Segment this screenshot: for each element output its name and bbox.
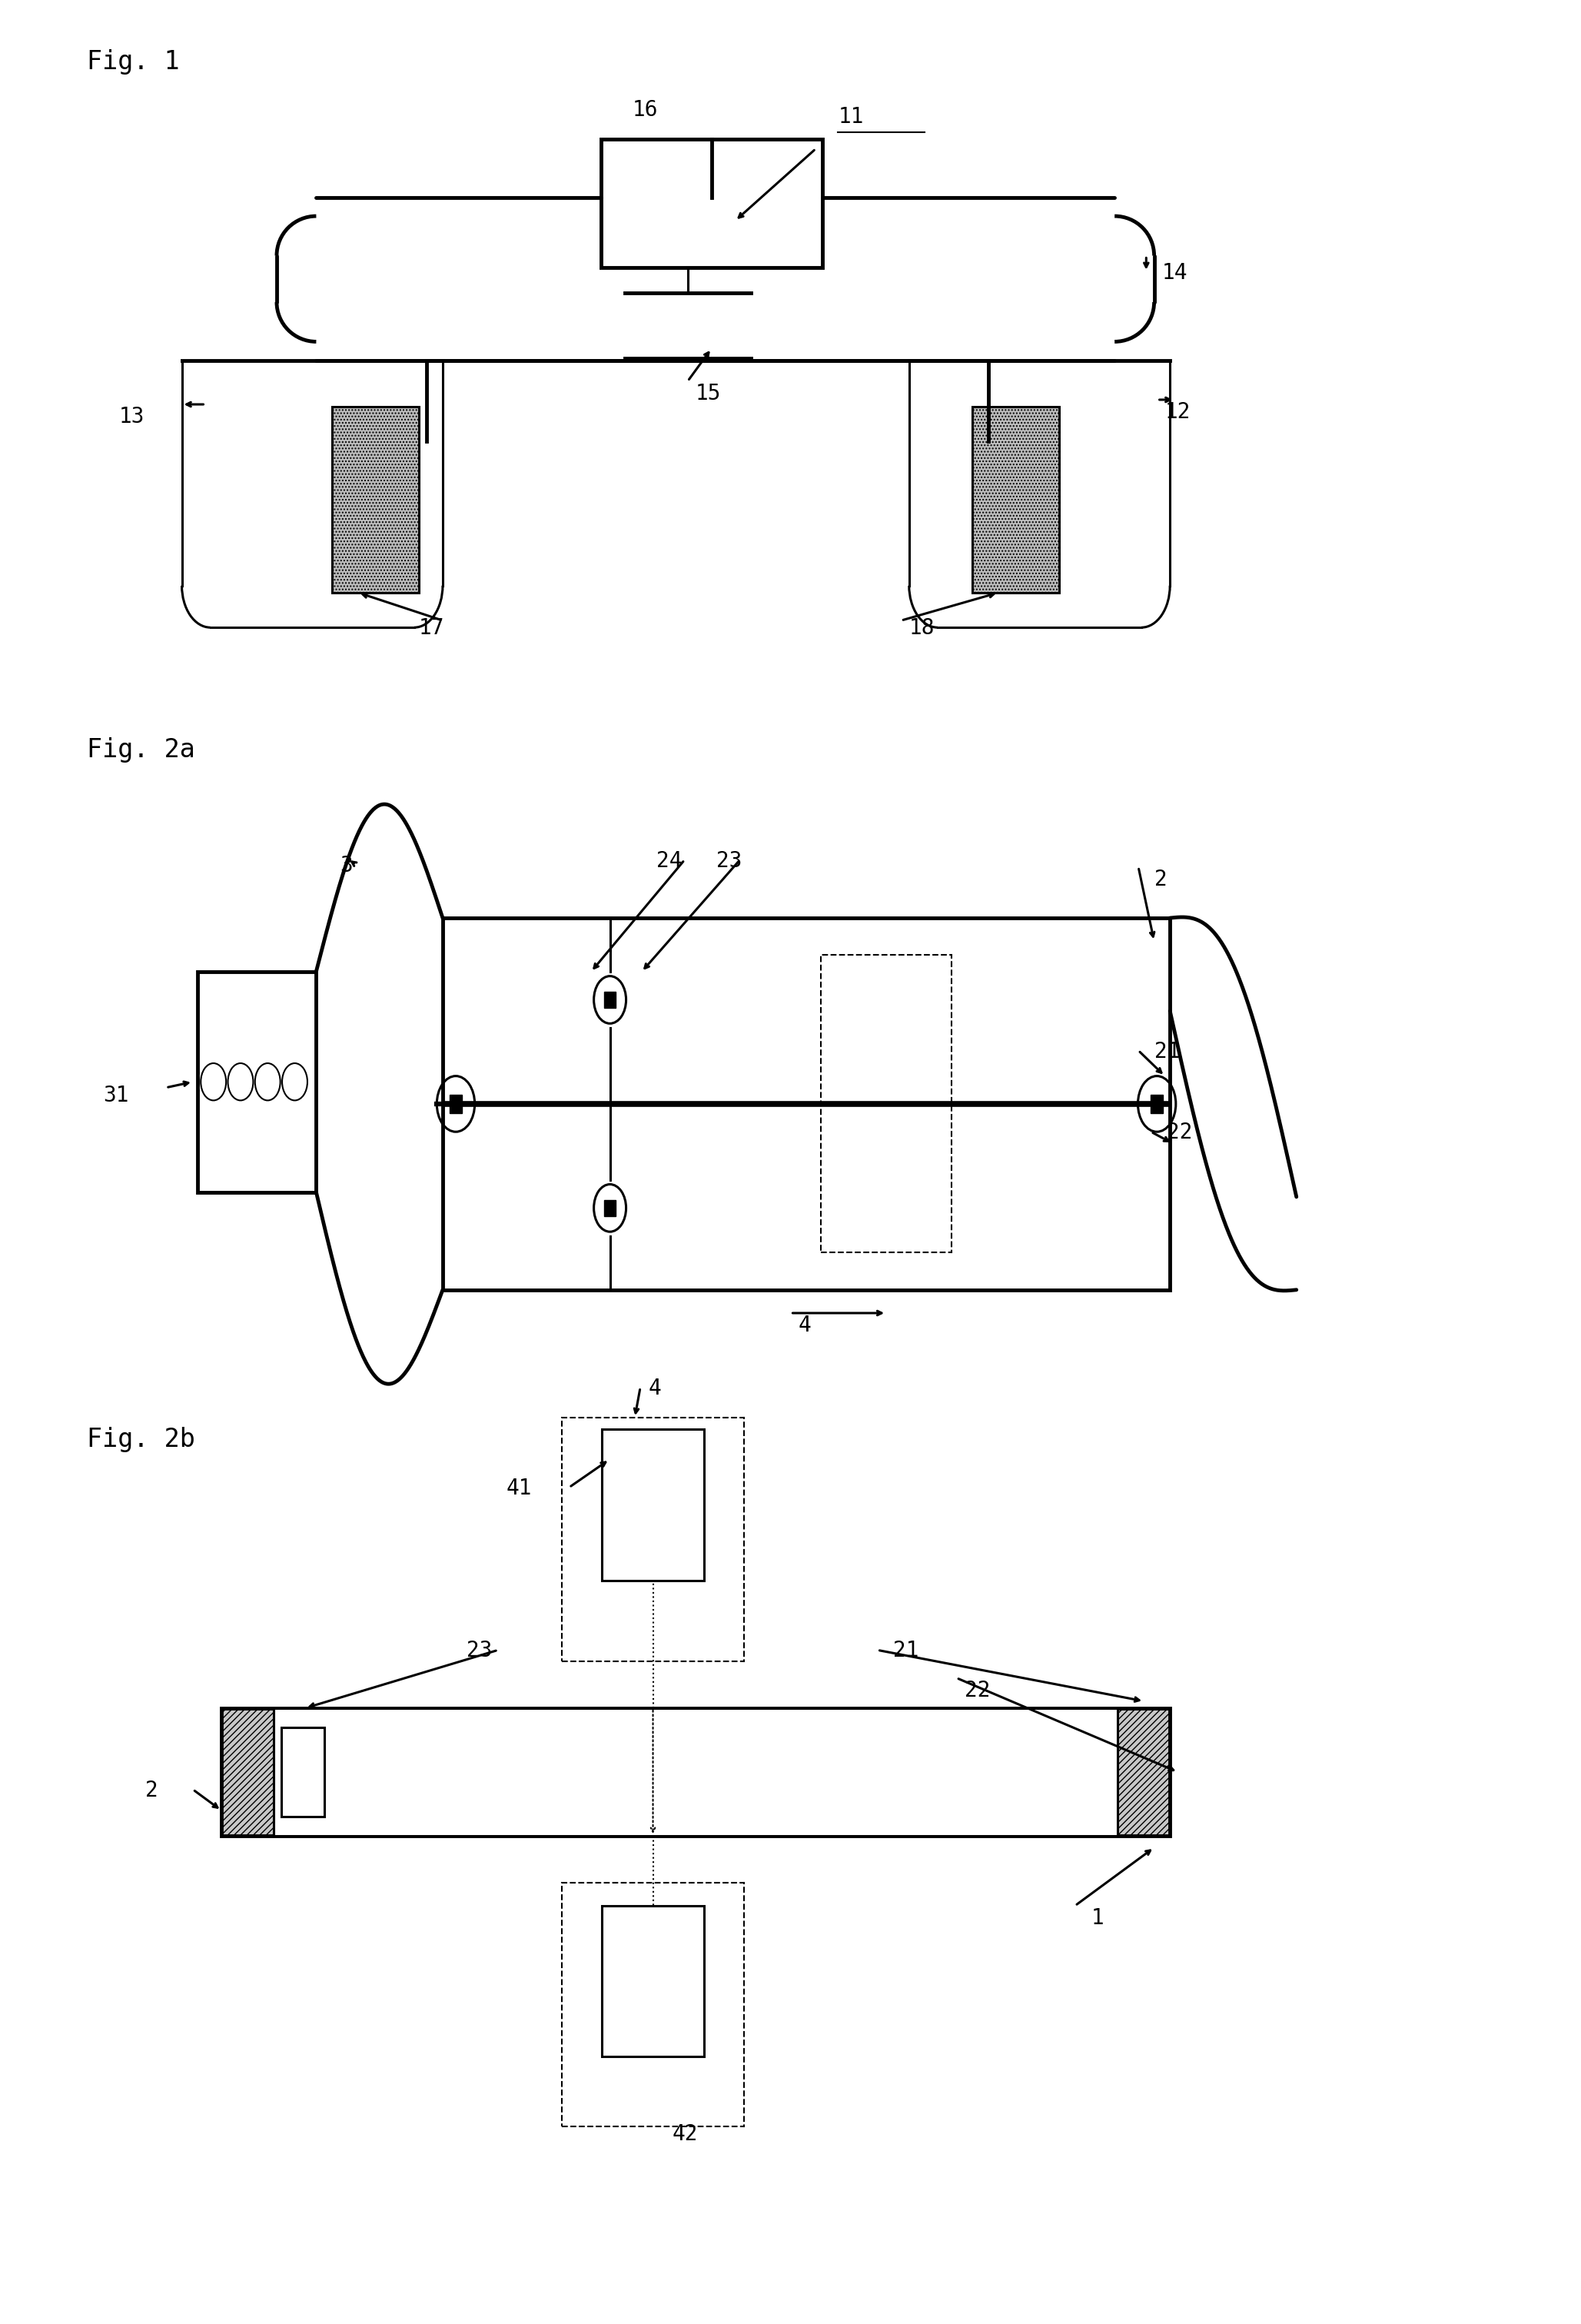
- Text: Fig. 1: Fig. 1: [87, 49, 180, 74]
- Text: 41: 41: [506, 1478, 531, 1499]
- Text: 23: 23: [466, 1641, 492, 1662]
- Text: 42: 42: [672, 2124, 697, 2145]
- Text: 15: 15: [696, 383, 721, 404]
- Text: 22: 22: [1167, 1122, 1192, 1143]
- Text: 13: 13: [119, 407, 144, 428]
- FancyBboxPatch shape: [604, 1199, 615, 1215]
- Text: 16: 16: [632, 100, 658, 121]
- FancyBboxPatch shape: [1151, 1095, 1164, 1113]
- Text: 4: 4: [798, 1315, 811, 1336]
- FancyBboxPatch shape: [198, 971, 316, 1192]
- Text: 14: 14: [1162, 263, 1187, 284]
- Text: 23: 23: [716, 851, 741, 872]
- Text: 21: 21: [893, 1641, 919, 1662]
- Text: 3: 3: [340, 855, 353, 876]
- FancyBboxPatch shape: [274, 1708, 1118, 1836]
- Text: 18: 18: [909, 618, 934, 639]
- Text: 1: 1: [1091, 1908, 1104, 1929]
- Text: Fig. 2a: Fig. 2a: [87, 737, 194, 762]
- FancyBboxPatch shape: [281, 1727, 324, 1817]
- Text: 4: 4: [648, 1378, 661, 1399]
- Text: 12: 12: [1165, 402, 1190, 423]
- Text: 24: 24: [656, 851, 681, 872]
- FancyBboxPatch shape: [443, 918, 1170, 1290]
- Text: 17: 17: [419, 618, 444, 639]
- FancyBboxPatch shape: [221, 1708, 1170, 1836]
- Text: 2: 2: [1154, 869, 1167, 890]
- Text: 11: 11: [838, 107, 863, 128]
- FancyBboxPatch shape: [972, 407, 1059, 593]
- Text: 31: 31: [103, 1085, 128, 1106]
- FancyBboxPatch shape: [601, 1429, 705, 1580]
- Text: Fig. 2b: Fig. 2b: [87, 1427, 194, 1452]
- FancyBboxPatch shape: [449, 1095, 462, 1113]
- FancyBboxPatch shape: [332, 407, 419, 593]
- Text: 22: 22: [964, 1680, 990, 1701]
- FancyBboxPatch shape: [604, 992, 615, 1009]
- Text: 21: 21: [1154, 1041, 1179, 1062]
- FancyBboxPatch shape: [601, 139, 822, 267]
- Text: 2: 2: [145, 1780, 158, 1801]
- FancyBboxPatch shape: [601, 1906, 705, 2057]
